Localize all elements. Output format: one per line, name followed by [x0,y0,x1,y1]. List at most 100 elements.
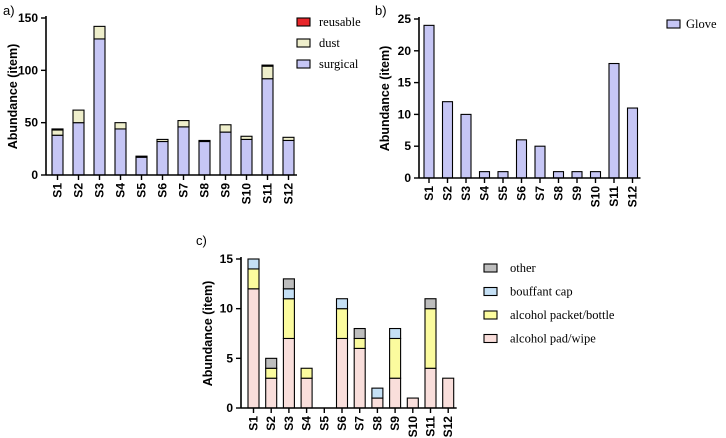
bar-reusable-s1 [51,128,64,131]
x-tick-label: S4 [478,186,492,201]
bar-alcohol-packet-bottle-s2 [265,367,278,379]
bar-dust-s10 [240,135,253,140]
y-tick-label: 25 [398,12,412,26]
legend-label: reusable [319,15,361,29]
x-tick-label: S8 [370,416,384,431]
x-tick-label: S5 [317,416,331,431]
bar-bouffant-cap-s1 [247,258,260,270]
x-tick-label: S4 [300,416,314,431]
bar-dust-s4 [114,122,127,130]
x-tick-label: S2 [441,186,455,201]
legend-label: alcohol packet/bottle [510,308,615,322]
legend-label: bouffant cap [510,285,573,299]
legend-swatch [296,17,311,27]
bar-glove-s8 [552,171,565,179]
chart-panel-2: b) Abundance (item) 0 5 10 15 20 25 S1 S2 S3 S4 S5 S6… [375,3,717,207]
legend-swatch [483,310,498,320]
legend: reusable dust surgical [296,15,361,71]
bar-alcohol-pad-wipe-s4 [300,377,313,409]
bar-bouffant-cap-s6 [335,298,349,310]
bar-alcohol-packet-bottle-s9 [389,337,402,379]
x-tick-label: S7 [353,416,367,431]
legend-swatch [483,286,498,297]
bar-bouffant-cap-s3 [282,288,295,300]
bar-dust-s6 [156,138,169,143]
bar-alcohol-packet-bottle-s1 [247,268,260,290]
y-tick-label: 15 [398,76,412,90]
y-tick-label: 0 [31,168,38,182]
x-tick-label: S4 [114,183,128,198]
bar-surgical-s6 [156,140,169,176]
legend-swatch [483,263,498,273]
y-tick-label: 10 [398,107,412,121]
bar-surgical-s12 [282,139,295,176]
bar-reusable-s11 [261,64,274,67]
bar-dust-s8 [198,139,211,143]
legend-swatch [296,59,311,69]
x-tick-label: S2 [264,416,278,431]
x-tick-label: S6 [515,186,529,201]
panel-label: c) [196,233,207,248]
x-tick-label: S2 [72,183,86,198]
bar-other-s2 [265,357,278,369]
panel-label: b) [375,3,387,18]
bar-dust-s1 [51,129,64,136]
x-tick-label: S12 [282,183,296,205]
bar-alcohol-pad-wipe-s10 [406,397,419,409]
bar-surgical-s7 [177,126,190,176]
x-tick-label: S12 [441,416,455,438]
bar-bouffant-cap-s8 [371,387,384,399]
x-tick-label: S8 [198,183,212,198]
x-tick-label: S1 [51,183,65,198]
x-tick-label: S9 [388,416,402,431]
x-tick-label: S5 [496,186,510,201]
chart-panel-3: c) Abundance (item) 0 5 10 15 S1 S2 S3 S4 S5 S6 S7 S8… [196,233,615,437]
bar-surgical-s3 [93,38,106,176]
bars [423,24,639,179]
legend-swatch [483,333,498,344]
x-tick-label: S1 [247,416,261,431]
y-tick-label: 0 [226,401,233,415]
panel-label: a) [3,3,15,18]
bar-dust-s11 [261,65,274,80]
bar-alcohol-pad-wipe-s11 [424,367,437,409]
legend-label: Glove [686,17,717,31]
bar-alcohol-pad-wipe-s12 [442,377,455,409]
bar-glove-s2 [441,101,454,179]
y-tick-label: 5 [226,351,233,365]
y-tick-label: 15 [220,252,234,266]
bar-alcohol-packet-bottle-s7 [353,337,366,349]
y-tick-label: 10 [220,302,234,316]
bar-dust-s12 [282,136,295,142]
legend: other bouffant cap alcohol packet/bottle al… [483,261,615,346]
bar-glove-s6 [515,139,528,179]
y-tick-label: 20 [398,44,412,58]
legend-label: other [510,261,537,275]
bar-surgical-s5 [135,156,148,176]
y-tick-label: 100 [18,63,38,77]
bar-other-s7 [353,327,366,340]
x-tick-label: S6 [156,183,170,198]
y-tick-label: 0 [404,171,411,185]
x-tick-label: S5 [135,183,149,198]
bar-other-s3 [282,278,295,290]
bars [51,25,295,176]
x-tick-label: S10 [406,416,420,438]
chart-panel-1: a) Abundance (item) 0 50 100 150 S1 S2 S3 S4 S5 S6 S… [3,3,361,204]
bar-glove-s1 [423,24,435,179]
x-tick-label: S1 [422,186,436,201]
bar-bouffant-cap-s9 [389,327,402,340]
y-tick-label: 5 [404,139,411,153]
x-tick-label: S10 [589,186,603,208]
bar-alcohol-packet-bottle-s6 [335,308,349,340]
x-tick-label: S6 [335,416,349,431]
bar-alcohol-packet-bottle-s4 [300,367,313,379]
y-tick-label: 150 [18,11,38,25]
x-tick-label: S11 [261,183,275,204]
legend-swatch [296,38,311,48]
legend-label: surgical [319,57,359,71]
bar-alcohol-pad-wipe-s6 [335,337,349,409]
bar-alcohol-pad-wipe-s2 [265,377,278,409]
bar-glove-s7 [534,145,546,179]
x-tick-label: S10 [240,183,254,205]
